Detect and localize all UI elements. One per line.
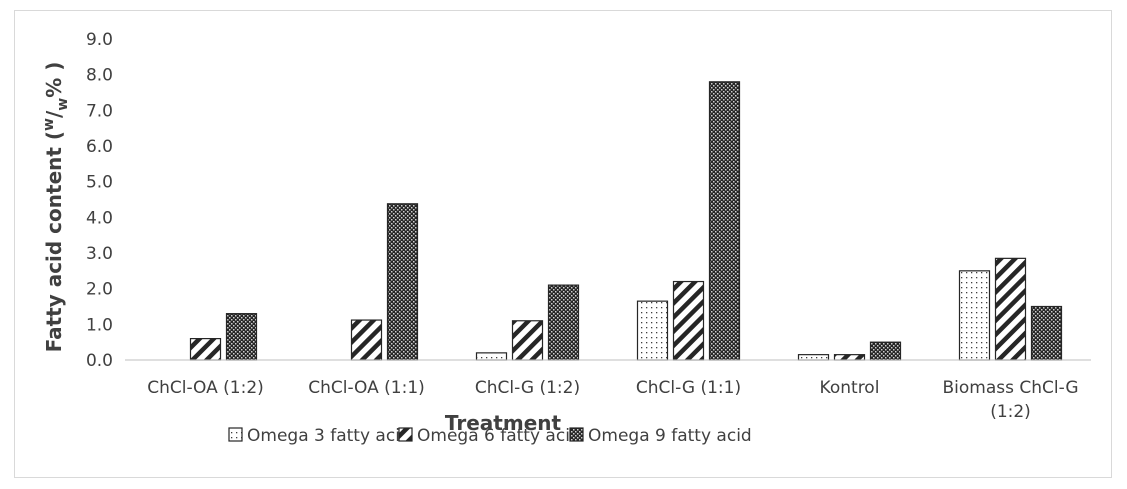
legend-label: Omega 9 fatty acid: [588, 426, 752, 446]
bar: [833, 354, 866, 361]
bar: [189, 338, 222, 361]
bar: [386, 203, 419, 361]
bars: [189, 81, 1063, 361]
legend-label: Omega 6 fatty acid: [417, 426, 581, 446]
legend: Omega 3 fatty acid Omega 6 fatty acid Omeg…: [228, 426, 752, 446]
y-axis-title-slash: /: [42, 110, 66, 118]
category-label: ChCl-OA (1:1): [308, 378, 425, 398]
legend-label: Omega 3 fatty acid: [247, 426, 411, 446]
category-labels: ChCl-OA (1:2) ChCl-OA (1:1) ChCl-G (1:2) Ch…: [147, 378, 1078, 422]
category-label: ChCl-G (1:1): [636, 378, 741, 398]
category-label: Biomass ChCl-G (1:2): [942, 378, 1078, 422]
legend-item: Omega 9 fatty acid: [569, 426, 752, 446]
y-tick-label: 0.0: [86, 351, 113, 371]
bar: [511, 320, 544, 361]
y-tick-labels: 0.0 1.0 2.0 3.0 4.0 5.0 6.0 7.0 8.0 9.0: [86, 30, 113, 371]
bar: [958, 270, 991, 361]
bar: [869, 341, 902, 361]
bar: [350, 319, 383, 361]
bar: [797, 354, 830, 361]
legend-swatch: [228, 427, 243, 442]
legend-item: Omega 6 fatty acid: [398, 426, 581, 446]
y-tick-label: 7.0: [86, 101, 113, 121]
y-tick-label: 3.0: [86, 244, 113, 264]
bar: [225, 313, 258, 361]
y-tick-label: 1.0: [86, 315, 113, 335]
category-label: ChCl-OA (1:2): [147, 378, 264, 398]
bar-chart: Fatty acid content (w/w% ) 0.01.02.03.04…: [41, 30, 1091, 446]
y-axis-title-sub: w: [55, 98, 71, 111]
bar: [1030, 305, 1063, 361]
svg-text:Fatty acid content (w/w% ): Fatty acid content (w/w% ): [41, 62, 71, 353]
y-axis-title-prefix: Fatty acid content (: [42, 131, 66, 352]
y-axis-title-suffix: % ): [42, 62, 66, 98]
chart-frame: Fatty acid content (w/w% ) 0.0 1.0 2.0 3.0 4…: [14, 10, 1112, 478]
y-axis-title-sup: w: [41, 118, 57, 131]
legend-item: Omega 3 fatty acid: [228, 426, 411, 446]
category-label: ChCl-G (1:2): [475, 378, 580, 398]
bar: [475, 352, 508, 361]
y-tick-label: 9.0: [86, 30, 113, 50]
legend-swatch: [569, 427, 584, 442]
bar: [636, 300, 669, 361]
x-axis-title: Treatment: [445, 411, 562, 435]
bar: [672, 280, 705, 361]
bar: [547, 284, 580, 361]
legend-swatch: [398, 427, 413, 442]
y-axis-title: Fatty acid content (w/w% ): [41, 62, 71, 353]
y-tick-label: 2.0: [86, 280, 113, 300]
y-tick-label: 4.0: [86, 208, 113, 228]
y-tick-label: 6.0: [86, 137, 113, 157]
category-label: Kontrol: [820, 378, 880, 398]
bar: [708, 81, 741, 361]
bar: [994, 257, 1027, 361]
y-tick-label: 5.0: [86, 173, 113, 193]
y-tick-label: 8.0: [86, 66, 113, 86]
